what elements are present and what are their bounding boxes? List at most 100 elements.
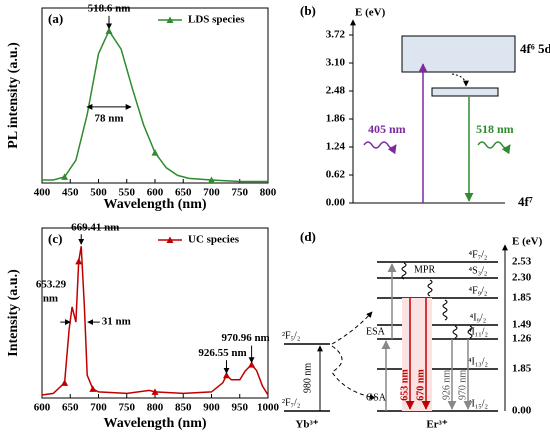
x-axis-label: Wavelength (nm)	[103, 416, 206, 431]
x-tick-label: 900	[203, 402, 220, 414]
data-point	[248, 361, 256, 368]
legend-label: LDS species	[188, 14, 245, 26]
upper-band	[401, 35, 516, 73]
x-tick-label: 750	[232, 187, 249, 199]
plot-frame	[41, 7, 269, 184]
mpr-wave	[467, 325, 473, 339]
annotation: 518.6 nm	[88, 2, 131, 14]
emission-label: 653 nm	[399, 369, 410, 401]
x-tick-label: 600	[34, 402, 51, 414]
excitation-label: 405 nm	[368, 122, 406, 136]
mpr-wave	[401, 262, 407, 280]
level-term: ⁴I₉/₂	[470, 312, 487, 323]
annotation: 926.55 nm	[198, 347, 246, 359]
data-point	[208, 176, 215, 183]
x-tick-label: 950	[232, 402, 249, 414]
panel-label: (c)	[48, 231, 62, 246]
emission-label: 926 nm	[441, 370, 452, 401]
legend-marker	[166, 236, 174, 243]
esa-label: ESA	[366, 326, 386, 337]
x-tick-label: 500	[90, 187, 107, 199]
x-tick-label: 650	[175, 187, 192, 199]
gsa-label: GSA	[366, 392, 387, 403]
data-point	[151, 149, 159, 156]
emission-label: 970 nm	[457, 370, 468, 401]
data-point	[223, 371, 231, 379]
y-tick-label: 0.00	[326, 197, 346, 209]
ion-label: Yb³⁺	[295, 419, 318, 431]
legend-marker	[166, 16, 174, 23]
level-energy: 1.85	[512, 363, 532, 375]
y-tick-label: 0.62	[326, 169, 346, 181]
data-point	[61, 379, 69, 386]
y-axis-label: Intensity (a.u.)	[6, 269, 21, 357]
y-tick-label: 3.72	[326, 29, 346, 41]
level-term: ⁴S₃/₂	[469, 265, 488, 276]
annotation: 669.41 nm	[71, 222, 119, 234]
mpr-wave	[442, 299, 448, 321]
x-tick-label: 450	[62, 187, 79, 199]
level-term: ²F₅/₂	[282, 330, 300, 341]
data-point	[89, 385, 97, 392]
emission-highlight	[402, 298, 432, 411]
y-tick-label: 2.48	[326, 85, 346, 97]
relaxation-arrow	[451, 73, 469, 87]
level-energy: 0.00	[512, 405, 532, 417]
level-label: 4f⁶ 5d¹	[520, 41, 550, 56]
emission-label: 518 nm	[476, 122, 514, 136]
pump-label: 980 nm	[302, 363, 313, 394]
wavy-arrow	[363, 141, 397, 155]
panel-label: (d)	[300, 229, 316, 244]
legend-label: UC species	[188, 234, 240, 246]
level-energy: 1.26	[512, 333, 532, 345]
emission-label: 670 nm	[415, 369, 426, 401]
ion-label: Er³⁺	[426, 419, 448, 431]
annotation: nm	[43, 292, 58, 304]
x-tick-label: 1000	[257, 402, 280, 414]
level-energy: 1.85	[512, 292, 532, 304]
level-term: ⁴F₇/₂	[469, 249, 488, 260]
level-term: ⁴I₁₁/₂	[468, 326, 488, 337]
x-tick-label: 700	[203, 187, 220, 199]
wavy-arrow	[477, 141, 511, 155]
x-tick-label: 650	[62, 402, 79, 414]
level-energy: 2.53	[512, 256, 532, 268]
x-tick-label: 400	[34, 187, 51, 199]
y-tick-label: 1.86	[326, 113, 346, 125]
x-tick-label: 800	[147, 402, 164, 414]
mpr-label: MPR	[414, 264, 435, 275]
y-tick-label: 3.10	[326, 57, 346, 69]
level-term: ⁴I₁₃/₂	[468, 356, 488, 367]
x-tick-label: 800	[260, 187, 277, 199]
mpr-wave	[452, 325, 458, 339]
x-tick-label: 600	[147, 187, 164, 199]
data-line	[41, 246, 269, 396]
axis-label: E (eV)	[512, 236, 543, 248]
level-term: ⁴F₉/₂	[469, 285, 488, 296]
data-point	[105, 27, 113, 34]
energy-transfer	[331, 345, 376, 400]
level-energy: 2.30	[512, 272, 532, 284]
annotation: 653.29	[36, 278, 67, 290]
mpr-wave	[427, 279, 433, 297]
axis-label: E (eV)	[355, 7, 386, 19]
lower-band	[431, 87, 499, 97]
panel-label: (b)	[300, 3, 316, 18]
data-point	[61, 173, 69, 180]
panel-label: (a)	[48, 11, 63, 26]
annotation: 970.96 nm	[221, 332, 269, 344]
x-tick-label: 550	[119, 187, 136, 199]
level-label: 4f⁷	[518, 194, 533, 209]
level-term: ⁴I₁₅/₂	[468, 398, 488, 409]
level-term: ²F₇/₂	[282, 397, 300, 408]
data-line	[42, 29, 268, 183]
data-point	[75, 257, 83, 265]
annotation: 78 nm	[94, 112, 123, 124]
level-energy: 1.49	[512, 319, 532, 331]
y-axis-label: PL intensity (a.u.)	[6, 42, 21, 149]
x-axis-label: Wavelength (nm)	[103, 197, 206, 212]
x-tick-label: 750	[119, 402, 136, 414]
annotation: 31 nm	[102, 316, 131, 328]
x-tick-label: 700	[90, 402, 107, 414]
y-tick-label: 1.24	[326, 141, 346, 153]
